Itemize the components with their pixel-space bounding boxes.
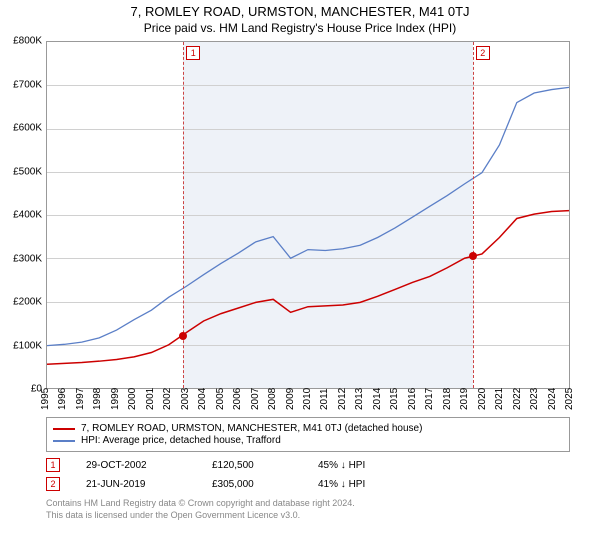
x-tick-label: 2011 <box>319 388 330 410</box>
x-tick-label: 1997 <box>75 388 86 410</box>
y-tick-label: £0 <box>2 384 42 395</box>
y-tick-label: £200K <box>2 297 42 308</box>
x-tick-label: 2008 <box>267 388 278 410</box>
legend-swatch <box>53 428 75 430</box>
x-tick-label: 2003 <box>180 388 191 410</box>
x-tick-label: 2006 <box>232 388 243 410</box>
y-tick-label: £500K <box>2 166 42 177</box>
legend: 7, ROMLEY ROAD, URMSTON, MANCHESTER, M41… <box>46 417 570 452</box>
x-tick-label: 2014 <box>372 388 383 410</box>
x-tick-label: 2004 <box>197 388 208 410</box>
x-tick-label: 2025 <box>564 388 575 410</box>
event-marker-box: 1 <box>46 458 60 472</box>
x-tick-label: 2010 <box>302 388 313 410</box>
x-tick-label: 2005 <box>215 388 226 410</box>
x-tick-label: 2018 <box>442 388 453 410</box>
event-table: 1 29-OCT-2002 £120,500 45% ↓ HPI 2 21-JU… <box>46 458 570 491</box>
x-tick-label: 2001 <box>145 388 156 410</box>
event-marker-box: 2 <box>46 477 60 491</box>
x-tick-label: 2019 <box>459 388 470 410</box>
x-tick-label: 2000 <box>127 388 138 410</box>
event-row: 2 21-JUN-2019 £305,000 41% ↓ HPI <box>46 477 570 491</box>
x-tick-label: 2009 <box>285 388 296 410</box>
x-tick-label: 2002 <box>162 388 173 410</box>
legend-label: 7, ROMLEY ROAD, URMSTON, MANCHESTER, M41… <box>81 423 422 434</box>
x-tick-label: 1999 <box>110 388 121 410</box>
x-tick-label: 1996 <box>57 388 68 410</box>
legend-label: HPI: Average price, detached house, Traf… <box>81 435 281 446</box>
footer-line: Contains HM Land Registry data © Crown c… <box>46 497 570 509</box>
y-tick-label: £100K <box>2 340 42 351</box>
x-tick-label: 2012 <box>337 388 348 410</box>
x-tick-label: 2017 <box>424 388 435 410</box>
marker-label-box: 1 <box>186 46 200 60</box>
legend-item: HPI: Average price, detached house, Traf… <box>53 435 563 446</box>
footer-line: This data is licensed under the Open Gov… <box>46 509 570 521</box>
x-tick-label: 2013 <box>354 388 365 410</box>
event-row: 1 29-OCT-2002 £120,500 45% ↓ HPI <box>46 458 570 472</box>
y-tick-label: £800K <box>2 36 42 47</box>
x-tick-label: 2020 <box>477 388 488 410</box>
legend-swatch <box>53 440 75 442</box>
title-block: 7, ROMLEY ROAD, URMSTON, MANCHESTER, M41… <box>0 0 600 37</box>
price-dot <box>469 252 477 260</box>
x-tick-label: 2015 <box>389 388 400 410</box>
x-tick-label: 2022 <box>512 388 523 410</box>
event-price: £120,500 <box>212 460 292 471</box>
y-tick-label: £300K <box>2 253 42 264</box>
x-tick-label: 1998 <box>92 388 103 410</box>
price-dot <box>179 332 187 340</box>
footer: Contains HM Land Registry data © Crown c… <box>46 497 570 521</box>
event-diff: 41% ↓ HPI <box>318 479 408 490</box>
event-date: 21-JUN-2019 <box>86 479 186 490</box>
x-tick-label: 1995 <box>40 388 51 410</box>
event-diff: 45% ↓ HPI <box>318 460 408 471</box>
plot-area: 12 <box>46 41 570 389</box>
chart-subtitle: Price paid vs. HM Land Registry's House … <box>0 21 600 35</box>
line-plot <box>47 42 569 388</box>
event-date: 29-OCT-2002 <box>86 460 186 471</box>
event-price: £305,000 <box>212 479 292 490</box>
chart-title: 7, ROMLEY ROAD, URMSTON, MANCHESTER, M41… <box>0 4 600 19</box>
chart: 12 £0£100K£200K£300K£400K£500K£600K£700K… <box>46 41 570 411</box>
y-tick-label: £700K <box>2 79 42 90</box>
x-tick-label: 2023 <box>529 388 540 410</box>
x-tick-label: 2024 <box>547 388 558 410</box>
marker-label-box: 2 <box>476 46 490 60</box>
y-tick-label: £600K <box>2 123 42 134</box>
legend-item: 7, ROMLEY ROAD, URMSTON, MANCHESTER, M41… <box>53 423 563 434</box>
x-tick-label: 2016 <box>407 388 418 410</box>
x-tick-label: 2007 <box>250 388 261 410</box>
x-tick-label: 2021 <box>494 388 505 410</box>
y-tick-label: £400K <box>2 210 42 221</box>
